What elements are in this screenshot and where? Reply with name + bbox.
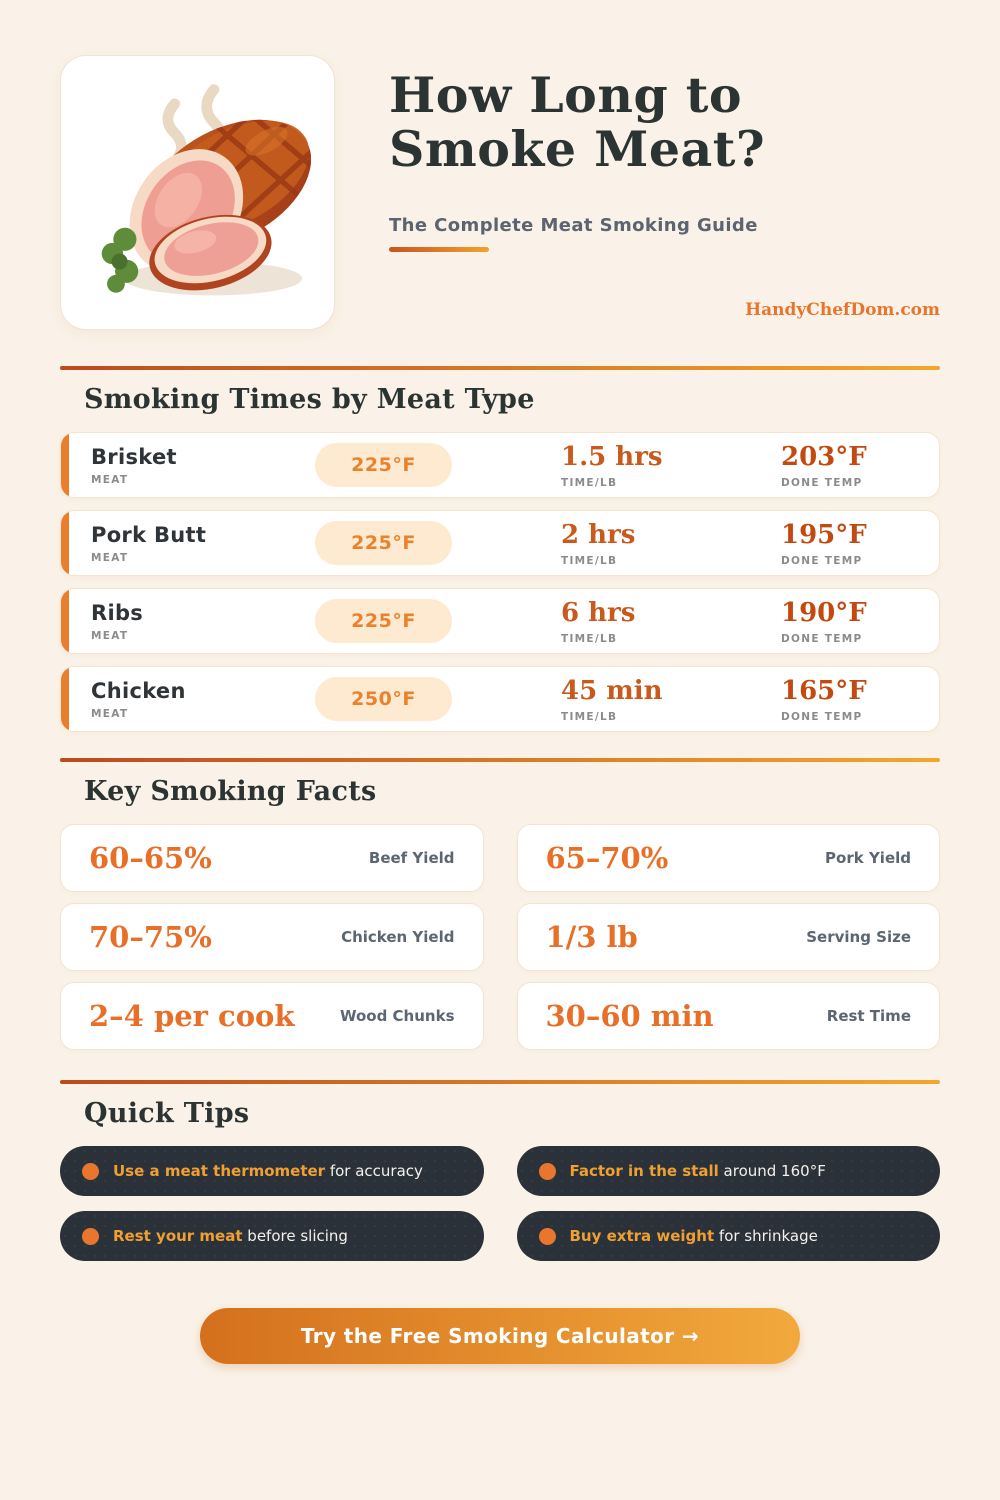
tip-stall: Factor in the stall around 160°F (516, 1146, 940, 1196)
quick-tips-heading: Quick Tips (84, 1098, 250, 1129)
table-row-ribs: Ribs MEAT 225°F 6 hrs TIME/LB 190°F DONE… (60, 588, 940, 654)
meat-name: Pork Butt (91, 522, 207, 547)
header: How Long to Smoke Meat? The Complete Mea… (60, 55, 940, 330)
table-row-pork-butt: Pork Butt MEAT 225°F 2 hrs TIME/LB 195°F… (60, 510, 940, 576)
parsley-garnish (101, 227, 139, 293)
fact-value: 1/3 lb (545, 920, 638, 954)
fact-label: Serving Size (806, 928, 911, 946)
section-divider (60, 366, 940, 370)
fact-card-pork-yield: 65–70% Pork Yield (516, 824, 940, 892)
done-temp-value: 165°F (781, 675, 867, 706)
done-temp-value: 203°F (781, 441, 867, 472)
fact-card-rest-time: 30–60 min Rest Time (516, 982, 940, 1050)
fact-value: 60–65% (89, 841, 212, 875)
tip-rest: for accuracy (325, 1162, 423, 1180)
tip-highlight: Use a meat thermometer (113, 1162, 326, 1180)
quick-tips-grid: Use a meat thermometer for accuracy Fact… (60, 1146, 940, 1261)
time-per-lb-label: TIME/LB (561, 476, 618, 489)
tip-rest-meat: Rest your meat before slicing (60, 1211, 484, 1261)
row-accent-stripe (61, 667, 69, 731)
key-facts-grid: 60–65% Beef Yield 65–70% Pork Yield 70–7… (60, 824, 940, 1050)
smoking-times-table: Brisket MEAT 225°F 1.5 hrs TIME/LB 203°F… (60, 432, 940, 732)
bullet-dot-icon (82, 1162, 99, 1180)
meat-label: MEAT (91, 707, 129, 720)
fact-card-chicken-yield: 70–75% Chicken Yield (60, 903, 484, 971)
tip-extra-weight: Buy extra weight for shrinkage (516, 1211, 940, 1261)
done-temp-label: DONE TEMP (781, 710, 863, 723)
page-title: How Long to Smoke Meat? (389, 66, 766, 178)
bullet-dot-icon (82, 1227, 99, 1245)
meat-name: Brisket (91, 444, 177, 469)
site-link[interactable]: HandyChefDom.com (745, 299, 940, 320)
fact-label: Pork Yield (825, 849, 911, 867)
tip-rest: around 160°F (718, 1162, 826, 1180)
fact-label: Rest Time (826, 1007, 911, 1025)
time-per-lb-value: 1.5 hrs (561, 441, 663, 472)
hero-illustration-card (60, 55, 335, 330)
fact-card-wood-chunks: 2–4 per cook Wood Chunks (60, 982, 484, 1050)
time-per-lb-value: 2 hrs (561, 519, 636, 550)
meat-label: MEAT (91, 473, 129, 486)
time-per-lb-label: TIME/LB (561, 710, 618, 723)
tip-rest: for shrinkage (714, 1227, 818, 1245)
fact-label: Chicken Yield (341, 928, 455, 946)
smoker-temp-badge: 250°F (315, 677, 452, 721)
tip-highlight: Buy extra weight (569, 1227, 715, 1245)
meat-label: MEAT (91, 551, 129, 564)
done-temp-value: 190°F (781, 597, 867, 628)
fact-card-beef-yield: 60–65% Beef Yield (60, 824, 484, 892)
section-divider (60, 758, 940, 762)
fact-card-serving-size: 1/3 lb Serving Size (516, 903, 940, 971)
time-per-lb-label: TIME/LB (561, 554, 618, 567)
key-facts-heading: Key Smoking Facts (84, 776, 377, 807)
time-per-lb-label: TIME/LB (561, 632, 618, 645)
section-divider (60, 1080, 940, 1084)
subtitle-accent-bar (389, 246, 489, 252)
meat-name: Ribs (91, 600, 144, 625)
row-accent-stripe (61, 589, 69, 653)
smoker-temp-badge: 225°F (315, 521, 452, 565)
done-temp-label: DONE TEMP (781, 476, 863, 489)
done-temp-label: DONE TEMP (781, 632, 863, 645)
bullet-dot-icon (538, 1162, 556, 1180)
row-accent-stripe (61, 511, 69, 575)
tip-highlight: Rest your meat (113, 1227, 243, 1245)
tip-highlight: Factor in the stall (569, 1162, 719, 1180)
time-per-lb-value: 45 min (561, 675, 663, 706)
smoker-temp-badge: 225°F (315, 443, 452, 487)
bullet-dot-icon (538, 1227, 556, 1245)
tip-thermometer: Use a meat thermometer for accuracy (60, 1146, 484, 1196)
table-row-brisket: Brisket MEAT 225°F 1.5 hrs TIME/LB 203°F… (60, 432, 940, 498)
fact-label: Wood Chunks (339, 1007, 455, 1025)
time-per-lb-value: 6 hrs (561, 597, 636, 628)
smoking-calculator-cta-button[interactable]: Try the Free Smoking Calculator → (200, 1308, 800, 1364)
fact-label: Beef Yield (368, 849, 455, 867)
page-subtitle: The Complete Meat Smoking Guide (389, 214, 758, 236)
meat-name: Chicken (91, 678, 186, 703)
smoker-temp-badge: 225°F (315, 599, 452, 643)
table-row-chicken: Chicken MEAT 250°F 45 min TIME/LB 165°F … (60, 666, 940, 732)
fact-value: 30–60 min (545, 999, 714, 1033)
fact-value: 70–75% (89, 920, 212, 954)
smoking-times-heading: Smoking Times by Meat Type (84, 384, 535, 415)
done-temp-value: 195°F (781, 519, 867, 550)
fact-value: 65–70% (545, 841, 669, 875)
done-temp-label: DONE TEMP (781, 554, 863, 567)
fact-value: 2–4 per cook (89, 999, 295, 1033)
row-accent-stripe (61, 433, 69, 497)
tip-rest: before slicing (242, 1227, 348, 1245)
smoked-ham-illustration (101, 84, 320, 296)
meat-label: MEAT (91, 629, 129, 642)
